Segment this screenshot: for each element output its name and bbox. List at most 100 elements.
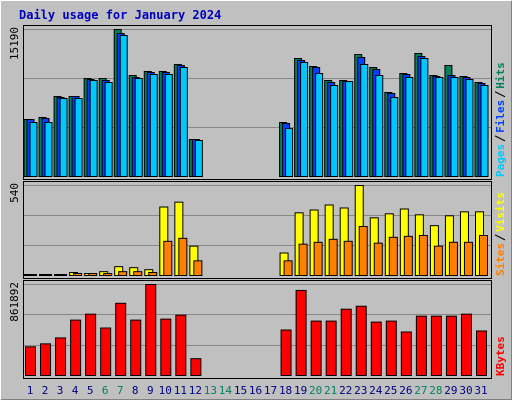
bar	[375, 74, 384, 177]
bar	[194, 140, 203, 177]
bar	[59, 98, 68, 177]
bar	[88, 273, 98, 276]
x-tick-label: 12	[189, 384, 202, 397]
x-tick-label: 10	[159, 384, 172, 397]
bar	[313, 241, 323, 276]
bar	[89, 80, 98, 177]
panel-frame	[23, 181, 492, 279]
bar	[73, 273, 83, 276]
bar	[160, 318, 172, 376]
bar	[465, 79, 474, 177]
bar	[390, 97, 399, 177]
bar	[310, 320, 322, 376]
bar	[355, 305, 367, 376]
legend-label: Files	[494, 100, 507, 133]
chart-title: Daily usage for January 2024	[19, 8, 221, 22]
bar	[370, 321, 382, 377]
bar	[445, 315, 457, 376]
bar	[43, 274, 53, 276]
bar	[25, 346, 36, 377]
bar	[430, 315, 442, 376]
bar	[55, 337, 67, 377]
bar	[373, 242, 383, 277]
bar	[164, 74, 173, 177]
bar	[190, 358, 202, 376]
y-tick-label: 15190	[8, 27, 21, 60]
bar	[163, 240, 173, 276]
legend-label: Pages	[494, 144, 507, 177]
bar	[340, 308, 352, 377]
x-tick-label: 17	[264, 384, 277, 397]
legend-label: Sites	[494, 243, 507, 276]
x-tick-label: 13	[204, 384, 217, 397]
x-tick-label: 4	[72, 384, 79, 397]
bar	[325, 320, 337, 376]
bar	[328, 238, 338, 276]
x-tick-label: 1	[27, 384, 34, 397]
bar	[479, 235, 488, 276]
bar	[70, 319, 82, 377]
x-tick-label: 22	[339, 384, 352, 397]
bar	[285, 128, 294, 177]
bar	[145, 284, 157, 376]
bar	[133, 271, 143, 276]
x-tick-label: 31	[474, 384, 487, 397]
x-tick-label: 24	[369, 384, 383, 397]
legend: Sites Visits	[494, 192, 507, 276]
bar	[460, 313, 472, 377]
bar	[315, 73, 324, 177]
bar	[418, 235, 428, 276]
bar	[385, 320, 397, 376]
bar	[100, 327, 112, 377]
bar	[118, 271, 128, 276]
x-tick-label: 23	[354, 384, 367, 397]
bar	[28, 274, 37, 276]
bar	[178, 237, 188, 276]
bar	[103, 273, 113, 276]
bar	[330, 85, 339, 177]
bar	[85, 313, 97, 377]
x-tick-label: 30	[459, 384, 472, 397]
bar	[358, 226, 368, 276]
bar	[179, 67, 188, 177]
x-tick-label: 25	[384, 384, 397, 397]
legend-separator	[494, 234, 506, 241]
bar	[403, 235, 413, 276]
bar	[119, 35, 128, 177]
legend-separator	[494, 91, 506, 98]
x-tick-label: 2	[42, 384, 49, 397]
bar	[175, 314, 187, 376]
legend-label: KBytes	[494, 336, 507, 376]
bar	[405, 77, 414, 177]
x-tick-label: 6	[102, 384, 109, 397]
x-tick-label: 29	[444, 384, 457, 397]
x-tick-label: 11	[174, 384, 187, 397]
bar	[415, 315, 427, 376]
bar	[193, 260, 203, 277]
bar	[104, 82, 113, 177]
bar	[400, 331, 412, 377]
x-tick-label: 28	[429, 384, 442, 397]
x-tick-label: 19	[294, 384, 307, 397]
x-tick-label: 7	[117, 384, 124, 397]
x-tick-label: 3	[57, 384, 64, 397]
bar	[283, 260, 293, 277]
x-tick-label: 26	[399, 384, 412, 397]
bar	[300, 62, 309, 177]
bar	[148, 272, 158, 276]
x-tick-label: 18	[279, 384, 292, 397]
x-tick-label: 20	[309, 384, 322, 397]
bar	[480, 85, 489, 177]
bar	[44, 122, 53, 177]
bar	[298, 243, 308, 277]
legend-separator	[494, 135, 506, 142]
bar	[448, 241, 458, 276]
bar	[463, 241, 473, 276]
bar	[115, 302, 127, 377]
bar	[134, 77, 143, 177]
bar	[420, 58, 429, 177]
bar	[130, 319, 142, 377]
bar	[345, 80, 354, 177]
